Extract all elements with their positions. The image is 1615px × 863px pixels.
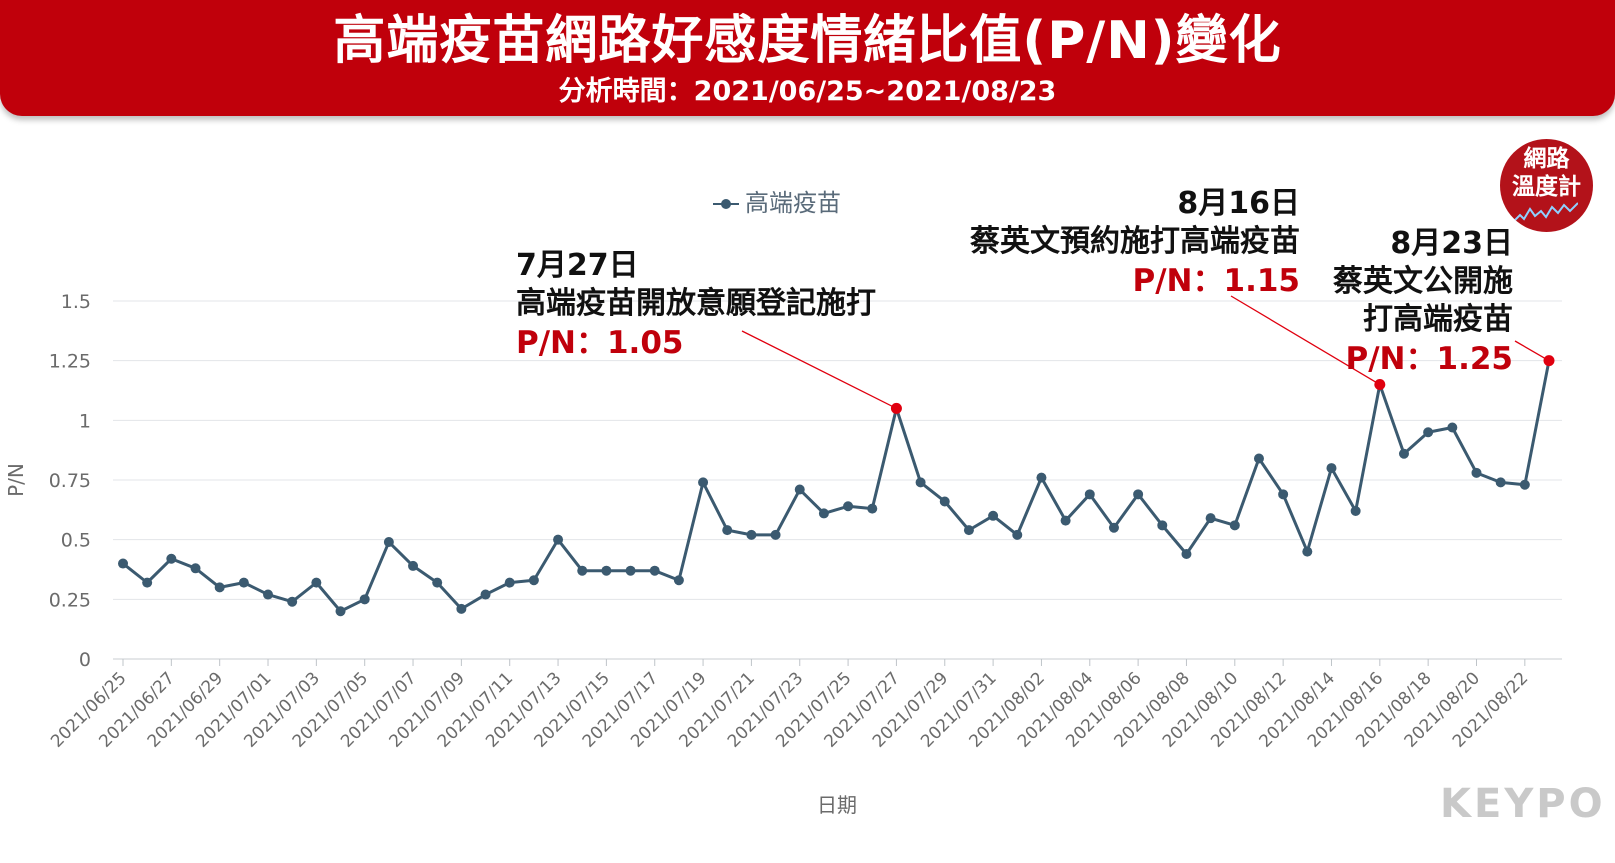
highlight-point — [890, 402, 902, 414]
data-point — [359, 594, 370, 605]
data-point — [1350, 506, 1361, 517]
chart-legend[interactable]: 高端疫苗 — [713, 186, 841, 220]
data-point — [1060, 515, 1071, 526]
data-point — [1398, 448, 1409, 459]
data-point — [722, 525, 733, 536]
data-point — [432, 577, 443, 588]
page-title: 高端疫苗網路好感度情緒比值(P/N)變化 — [333, 11, 1282, 71]
data-point — [1205, 513, 1216, 524]
data-point — [480, 589, 491, 600]
data-point — [553, 534, 564, 545]
keypo-logo: KEYPO — [1440, 781, 1606, 827]
data-point — [770, 529, 781, 540]
data-point — [383, 537, 394, 548]
annotation-event-line2: 打高端疫苗 — [1363, 302, 1513, 337]
data-point — [1012, 529, 1023, 540]
data-point — [1519, 479, 1530, 490]
data-point — [794, 484, 805, 495]
data-point — [456, 603, 467, 614]
annotation-leader-line — [1514, 340, 1550, 362]
y-tick-label: 0.25 — [49, 589, 91, 611]
data-point — [867, 503, 878, 514]
data-point — [649, 565, 660, 576]
annotation-0727: 7月27日 高端疫苗開放意願登記施打 P/N：1.05 — [516, 247, 876, 363]
data-point — [1278, 489, 1289, 500]
annotation-date: 8月16日 — [1177, 186, 1300, 221]
title-banner: 高端疫苗網路好感度情緒比值(P/N)變化 分析時間：2021/06/25~202… — [0, 0, 1615, 116]
data-point — [818, 508, 829, 519]
data-point — [1253, 453, 1264, 464]
annotation-event: 高端疫苗開放意願登記施打 — [516, 286, 876, 321]
y-axis-title: P/N — [4, 463, 28, 497]
data-point — [1471, 467, 1482, 478]
data-point — [1084, 489, 1095, 500]
data-point — [528, 575, 539, 586]
badge-line2: 溫度計 — [1512, 174, 1581, 200]
data-point — [1108, 522, 1119, 533]
legend-label: 高端疫苗 — [745, 189, 841, 217]
data-point — [1181, 548, 1192, 559]
annotation-leader-line — [741, 330, 897, 409]
annotation-value: P/N：1.05 — [516, 325, 684, 361]
data-point — [287, 596, 298, 607]
highlight-point — [1374, 379, 1386, 391]
data-point — [311, 577, 322, 588]
data-point — [214, 582, 225, 593]
y-tick-label: 0.5 — [61, 530, 91, 552]
data-point — [1423, 427, 1434, 438]
data-point — [118, 558, 128, 569]
y-tick-label: 1.5 — [61, 291, 91, 313]
data-point — [1133, 489, 1144, 500]
data-point — [843, 501, 854, 512]
annotation-date: 8月23日 — [1390, 226, 1513, 261]
annotation-0823: 8月23日 蔡英文公開施 打高端疫苗 P/N：1.25 — [1333, 225, 1513, 379]
trend-line-icon — [1514, 202, 1578, 222]
data-point — [504, 577, 515, 588]
data-point — [963, 525, 974, 536]
data-point — [1326, 463, 1337, 474]
data-point — [238, 577, 249, 588]
data-point — [601, 565, 612, 576]
data-point — [263, 589, 274, 600]
data-point — [1495, 477, 1506, 488]
data-point — [190, 563, 201, 574]
legend-marker — [713, 198, 739, 210]
data-point — [1302, 546, 1313, 557]
data-point — [1229, 520, 1240, 531]
data-point — [673, 575, 684, 586]
annotation-0816: 8月16日 蔡英文預約施打高端疫苗 P/N：1.15 — [970, 185, 1300, 301]
annotation-leader-line — [1230, 295, 1381, 386]
annotation-value: P/N：1.25 — [1345, 341, 1513, 377]
annotation-value: P/N：1.15 — [1132, 263, 1300, 299]
y-tick-label: 0.75 — [49, 470, 91, 492]
data-point — [988, 510, 999, 521]
annotation-event: 蔡英文預約施打高端疫苗 — [970, 224, 1300, 259]
y-tick-label: 0 — [79, 649, 91, 671]
data-point — [335, 606, 346, 617]
data-point — [166, 553, 177, 564]
y-tick-label: 1 — [79, 410, 91, 432]
internet-thermometer-badge: 網路 溫度計 — [1500, 139, 1593, 232]
series-line — [122, 360, 1551, 613]
data-point — [1036, 472, 1047, 483]
data-point — [746, 529, 757, 540]
highlight-point — [1543, 355, 1555, 367]
data-point — [698, 477, 709, 488]
data-point — [915, 477, 926, 488]
annotation-event-line1: 蔡英文公開施 — [1333, 264, 1513, 299]
data-point — [939, 496, 950, 507]
data-point — [142, 577, 153, 588]
data-point — [1157, 520, 1168, 531]
page-subtitle: 分析時間：2021/06/25~2021/08/23 — [558, 76, 1057, 107]
y-tick-label: 1.25 — [49, 351, 91, 373]
annotation-date: 7月27日 — [516, 248, 639, 283]
data-point — [625, 565, 636, 576]
data-point — [408, 560, 419, 571]
data-point — [577, 565, 588, 576]
badge-line1: 網路 — [1523, 146, 1570, 172]
x-axis-title: 日期 — [817, 793, 857, 817]
data-point — [1447, 422, 1458, 433]
